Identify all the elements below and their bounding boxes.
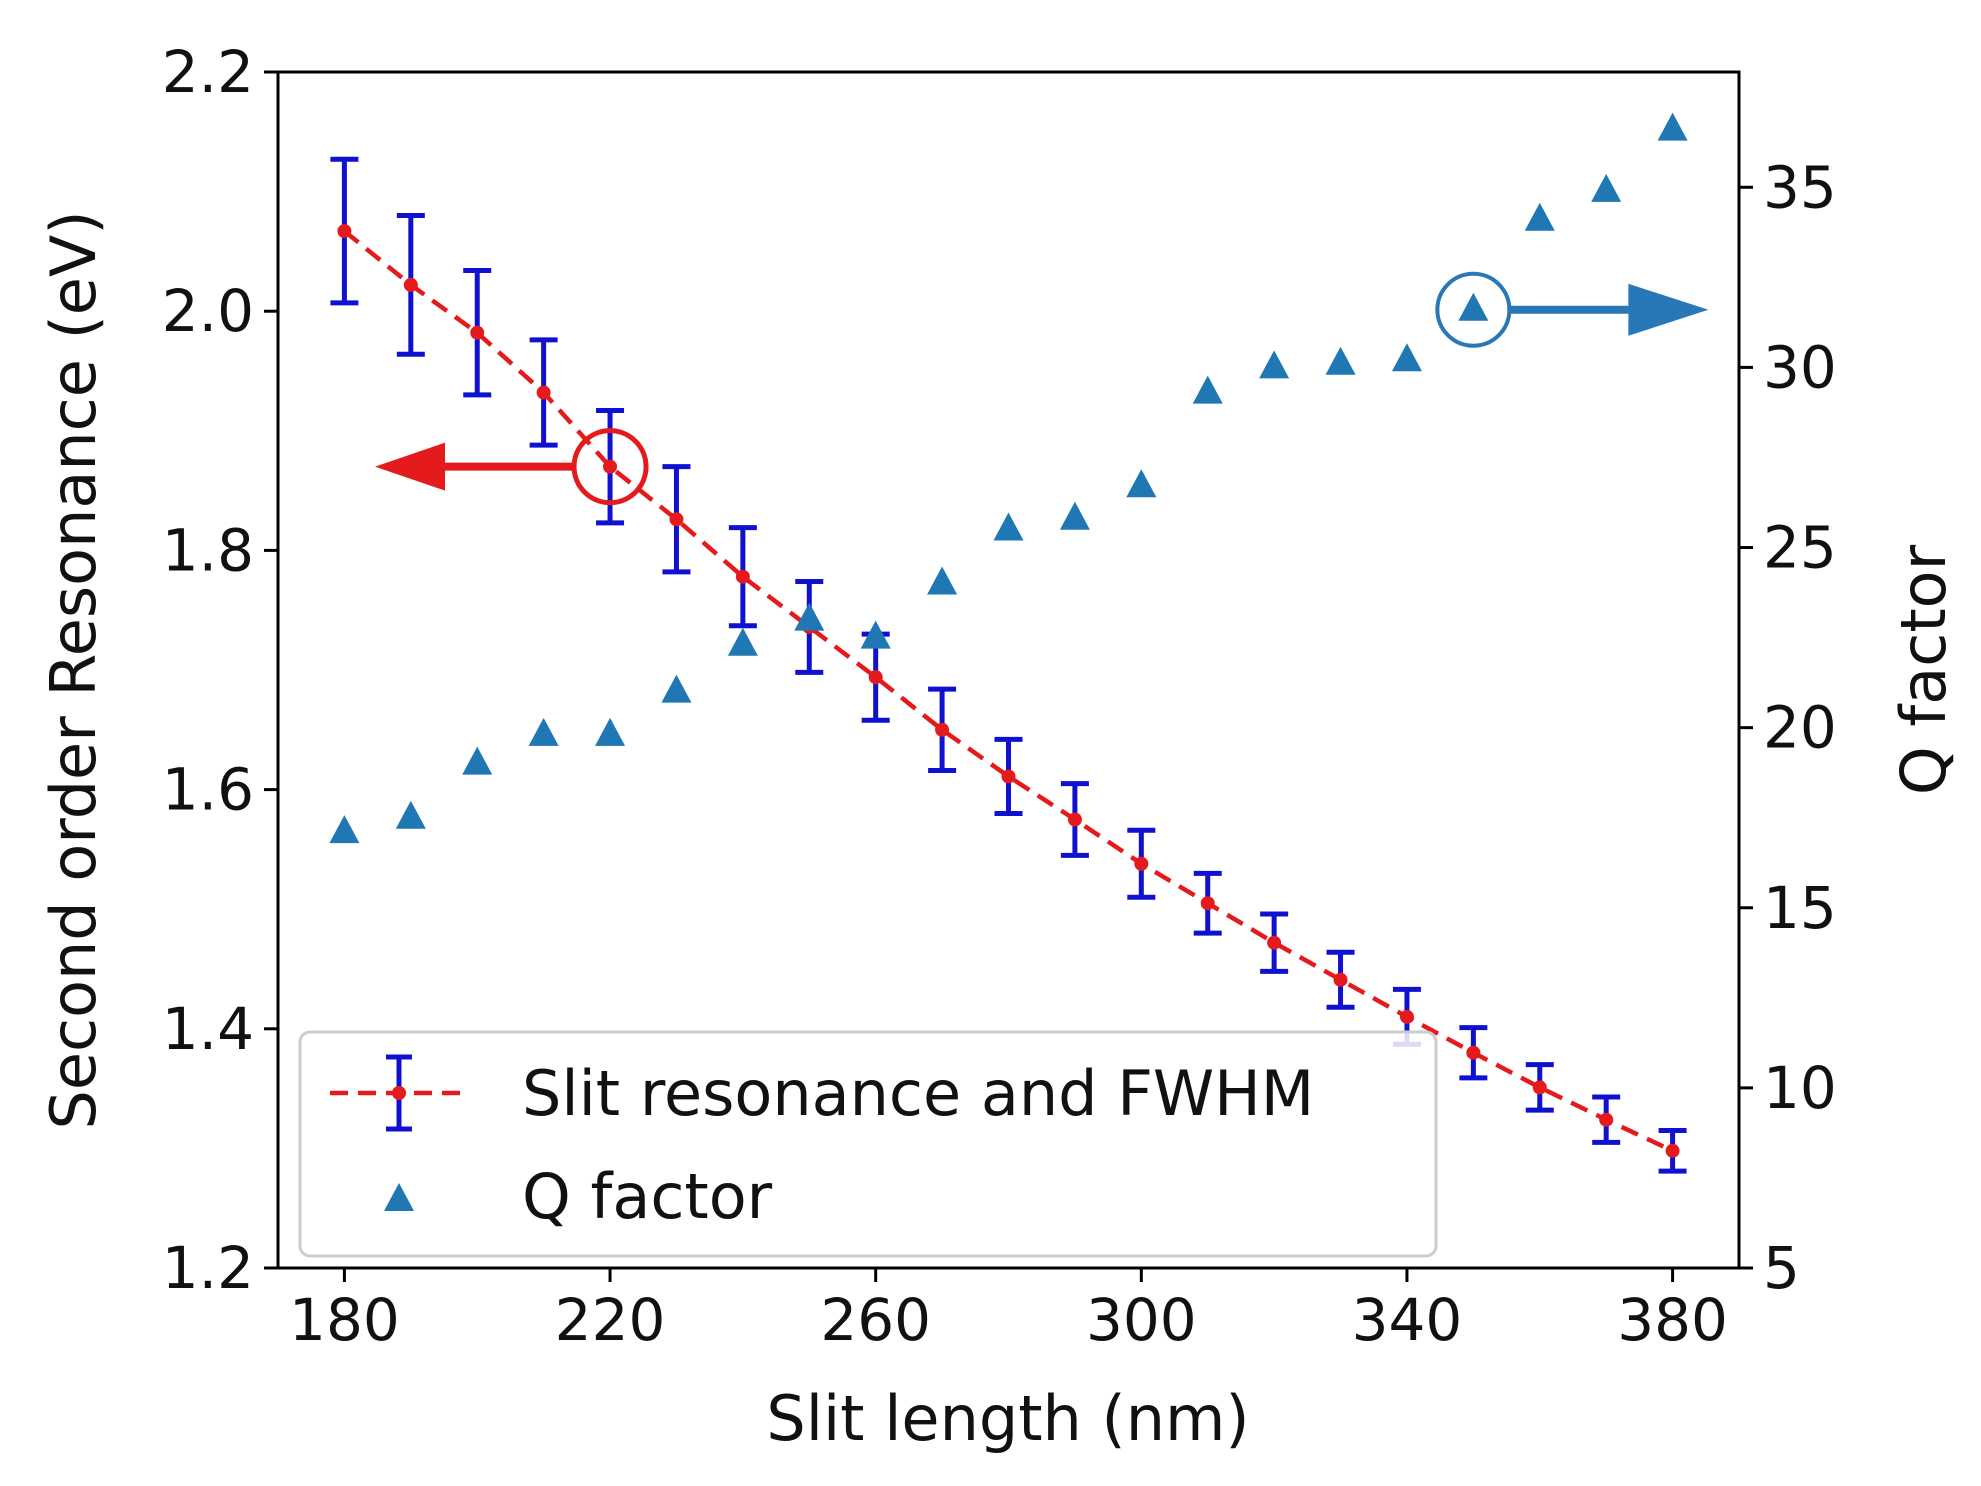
qfactor-point bbox=[661, 674, 692, 703]
legend-label-qfactor: Q factor bbox=[522, 1160, 773, 1233]
resonance-point bbox=[603, 459, 618, 474]
qfactor-point bbox=[860, 620, 891, 649]
x-tick-label: 340 bbox=[1352, 1286, 1463, 1354]
resonance-point bbox=[1001, 769, 1016, 784]
resonance-point bbox=[1134, 856, 1149, 871]
x-tick-label: 180 bbox=[289, 1286, 400, 1354]
y-tick-label: 1.4 bbox=[162, 995, 254, 1063]
resonance-point bbox=[1532, 1080, 1547, 1095]
x-tick-label: 380 bbox=[1617, 1286, 1728, 1354]
legend-box bbox=[298, 1030, 1438, 1258]
qfactor-point bbox=[1591, 173, 1622, 202]
resonance-point bbox=[669, 512, 684, 527]
y-axis-title: Second order Resonance (eV) bbox=[37, 210, 110, 1129]
resonance-point bbox=[536, 385, 551, 400]
qfactor-point bbox=[1657, 112, 1688, 141]
qfactor-point bbox=[395, 800, 426, 829]
annotation-arrow-head bbox=[375, 442, 446, 491]
legend-label-resonance: Slit resonance and FWHM bbox=[522, 1057, 1314, 1130]
resonance-point bbox=[1399, 1009, 1414, 1024]
resonance-point bbox=[735, 569, 750, 584]
qfactor-point bbox=[794, 602, 825, 631]
y2-tick-label: 5 bbox=[1763, 1234, 1800, 1302]
annotation-layer bbox=[375, 271, 1709, 506]
resonance-point bbox=[1466, 1045, 1481, 1060]
y2-tick-label: 10 bbox=[1763, 1054, 1837, 1122]
resonance-point bbox=[337, 224, 352, 239]
y2-tick-label: 35 bbox=[1763, 153, 1837, 221]
resonance-point bbox=[403, 277, 418, 292]
y-tick-label: 1.8 bbox=[162, 516, 254, 584]
qfactor-point bbox=[993, 512, 1024, 541]
resonance-point bbox=[1200, 896, 1215, 911]
qfactor-point bbox=[1325, 346, 1356, 375]
y2-tick-label: 30 bbox=[1763, 333, 1837, 401]
qfactor-point bbox=[1126, 469, 1157, 498]
qfactor-point bbox=[329, 815, 360, 844]
annotation-arrow-head bbox=[1628, 283, 1709, 336]
legend-triangle-marker bbox=[384, 1183, 414, 1211]
qfactor-point bbox=[1059, 501, 1090, 530]
qfactor-point bbox=[727, 627, 758, 656]
ticks-layer: 180 220 260 300 340 380 1.2 1.4 1.6 1.8 2.0 2.2 5 10 1… bbox=[162, 38, 1837, 1354]
resonance-point bbox=[1599, 1112, 1614, 1127]
resonance-point bbox=[1333, 972, 1348, 987]
qfactor-point bbox=[1524, 202, 1555, 231]
y2-tick-label: 15 bbox=[1763, 874, 1837, 942]
y2-tick-label: 20 bbox=[1763, 694, 1837, 762]
series-layer bbox=[329, 112, 1688, 1174]
qfactor-point bbox=[1391, 343, 1422, 372]
y-tick-label: 1.2 bbox=[162, 1234, 254, 1302]
y-tick-label: 2.0 bbox=[162, 277, 254, 345]
qfactor-point bbox=[1259, 350, 1290, 379]
x-tick-label: 300 bbox=[1086, 1286, 1197, 1354]
resonance-point bbox=[1267, 935, 1282, 950]
x-axis-title: Slit length (nm) bbox=[766, 1382, 1249, 1455]
x-tick-label: 220 bbox=[555, 1286, 666, 1354]
qfactor-point bbox=[462, 746, 493, 775]
resonance-point bbox=[470, 325, 485, 340]
qfactor-point bbox=[595, 717, 626, 746]
legend: Slit resonance and FWHM Q factor bbox=[298, 1030, 1438, 1258]
legend-point-marker bbox=[392, 1086, 406, 1100]
x-tick-label: 260 bbox=[820, 1286, 931, 1354]
qfactor-point bbox=[927, 566, 958, 595]
plot-frame bbox=[276, 70, 1741, 1270]
y-tick-label: 1.6 bbox=[162, 756, 254, 824]
y2-tick-label: 25 bbox=[1763, 514, 1837, 582]
y-tick-label: 2.2 bbox=[162, 38, 254, 106]
resonance-point bbox=[1665, 1143, 1680, 1158]
resonance-point bbox=[935, 722, 950, 737]
qfactor-point bbox=[1192, 375, 1223, 404]
resonance-point bbox=[868, 670, 883, 685]
resonance-point bbox=[1067, 812, 1082, 827]
qfactor-point bbox=[528, 717, 559, 746]
qfactor-point bbox=[1458, 292, 1489, 321]
resonance-line bbox=[342, 229, 1674, 1153]
y2-axis-title: Q factor bbox=[1887, 544, 1960, 795]
